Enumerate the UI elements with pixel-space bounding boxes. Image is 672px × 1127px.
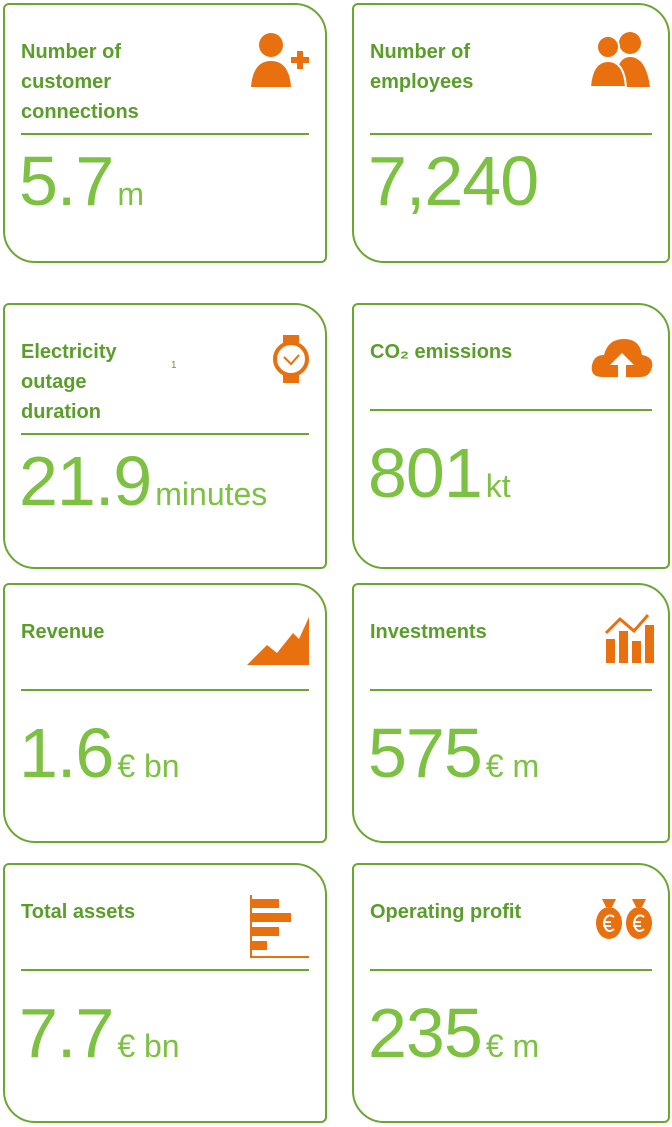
value-number: 575 <box>368 714 483 792</box>
kpi-value: 575 € m <box>368 713 539 793</box>
footnote: 1 <box>171 360 177 371</box>
value-number: 7.7 <box>19 994 114 1072</box>
value-unit: € bn <box>117 1028 180 1064</box>
kpi-card: Number of employees 7,240 <box>352 3 670 263</box>
kpi-label: Investments <box>370 617 487 647</box>
divider <box>370 133 652 135</box>
kpi-label: Electricity outage duration 1 <box>21 337 177 427</box>
value-number: 1.6 <box>19 714 114 792</box>
icon <box>591 339 653 377</box>
label-line: Number of <box>21 41 121 63</box>
kpi-value: 5.7 m <box>19 141 144 221</box>
divider <box>21 133 309 135</box>
divider <box>21 969 309 971</box>
kpi-card: CO₂ emissions 801 kt <box>352 303 670 569</box>
label-line: Number of <box>370 41 470 63</box>
divider <box>370 409 652 411</box>
kpi-label: Number of employees <box>370 37 473 97</box>
label-line: Total assets <box>21 901 136 923</box>
kpi-card: Total assets 7.7 € bn <box>3 863 327 1123</box>
value-number: 7,240 <box>368 142 539 220</box>
kpi-label: CO₂ emissions <box>370 337 512 367</box>
divider <box>370 969 652 971</box>
value-unit: € m <box>485 748 540 784</box>
kpi-value: 1.6 € bn <box>19 713 180 793</box>
kpi-label: Revenue <box>21 617 104 647</box>
icon <box>604 614 654 663</box>
kpi-label: Total assets <box>21 897 135 927</box>
label-line: Electricity <box>21 341 117 363</box>
divider <box>370 689 652 691</box>
value-unit: € m <box>485 1028 540 1064</box>
label-line: Revenue <box>21 621 105 643</box>
value-number: 5.7 <box>19 142 114 220</box>
label-line: connections <box>21 101 139 123</box>
kpi-value: 801 kt <box>368 433 511 513</box>
kpi-value: 235 € m <box>368 993 539 1073</box>
icon <box>273 335 309 383</box>
kpi-value: 7,240 <box>368 141 539 221</box>
label-line: outage <box>21 371 87 393</box>
kpi-card: Investments 575 € m <box>352 583 670 843</box>
value-unit: € bn <box>117 748 180 784</box>
value-number: 21.9 <box>19 442 152 520</box>
divider <box>21 689 309 691</box>
kpi-card: Number of customer connections 5.7 m <box>3 3 327 263</box>
kpi-value: 21.9 minutes <box>19 441 267 521</box>
kpi-card: Operating profit 235 € m <box>352 863 670 1123</box>
value-number: 235 <box>368 994 483 1072</box>
icon <box>251 33 309 87</box>
value-number: 801 <box>368 434 483 512</box>
icon <box>590 32 650 87</box>
value-unit: minutes <box>155 476 268 512</box>
label-line: CO₂ emissions <box>370 341 513 363</box>
value-unit: kt <box>485 468 511 504</box>
value-unit: m <box>117 176 144 212</box>
kpi-card: Revenue 1.6 € bn <box>3 583 327 843</box>
kpi-card: Electricity outage duration 1 21.9 minute… <box>3 303 327 569</box>
divider <box>21 433 309 435</box>
kpi-value: 7.7 € bn <box>19 993 180 1073</box>
label-line: customer <box>21 71 112 93</box>
label-line: duration <box>21 401 101 423</box>
kpi-label: Operating profit <box>370 897 521 927</box>
label-line: employees <box>370 71 474 93</box>
icon <box>596 899 652 939</box>
icon <box>250 895 309 958</box>
icon <box>247 617 309 665</box>
label-line: Investments <box>370 621 487 643</box>
kpi-label: Number of customer connections <box>21 37 139 127</box>
label-line: Operating profit <box>370 901 522 923</box>
